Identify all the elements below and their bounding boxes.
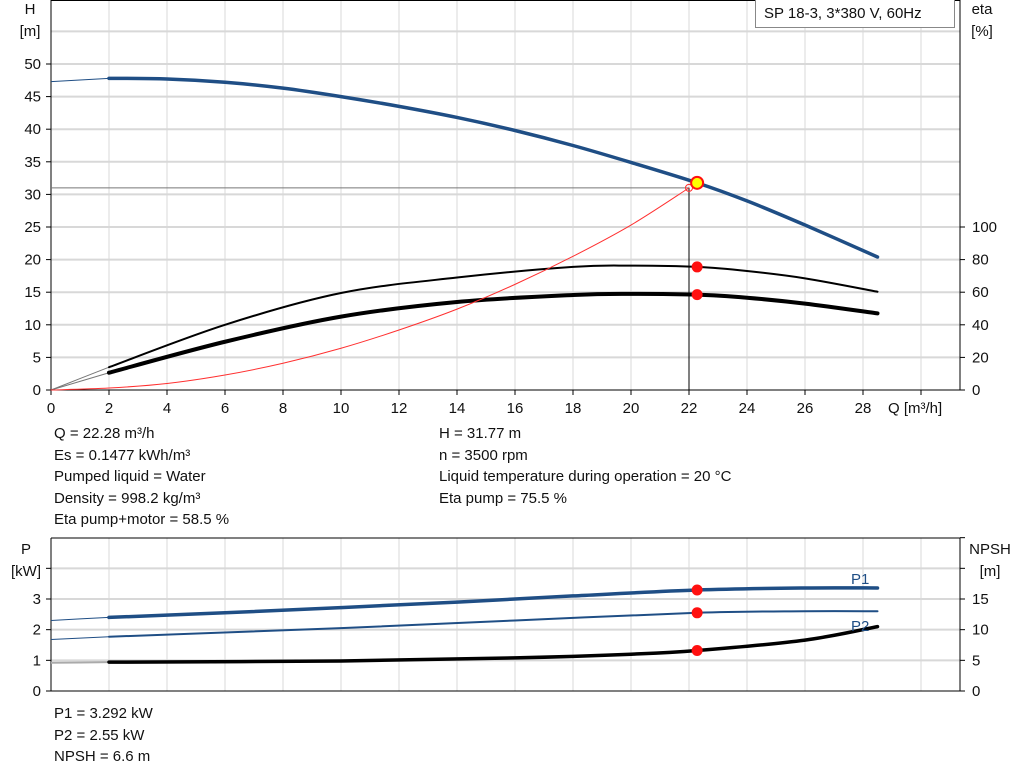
y-tick-label-left: 40 bbox=[24, 121, 41, 138]
y-tick-label-left: 3 bbox=[33, 591, 41, 608]
y-axis-label-left-unit: [kW] bbox=[11, 563, 41, 580]
series-extension-P2 bbox=[50, 636, 110, 640]
y-axis-label-right: eta bbox=[972, 1, 994, 18]
x-tick-label: 24 bbox=[739, 400, 756, 417]
y-tick-label-right: 5 bbox=[972, 652, 980, 669]
series-label-P1: P1 bbox=[851, 571, 869, 588]
y-tick-label-left: 20 bbox=[24, 252, 41, 269]
y-tick-label-left: 50 bbox=[24, 56, 41, 73]
info-p1: P1 = 3.292 kW bbox=[54, 705, 153, 722]
y-tick-label-right: 20 bbox=[972, 349, 989, 366]
info-top-left: Q = 22.28 m³/h Es = 0.1477 kWh/m³ Pumped… bbox=[54, 423, 229, 531]
series-extension-H bbox=[50, 77, 110, 83]
y-tick-label-right: 60 bbox=[972, 284, 989, 301]
x-tick-label: 10 bbox=[333, 400, 350, 417]
y-tick-label-left: 1 bbox=[33, 652, 41, 669]
marker-p2 bbox=[691, 607, 703, 619]
y-tick-label-left: 10 bbox=[24, 317, 41, 334]
info-flow: Q = 22.28 m³/h bbox=[54, 425, 155, 442]
x-tick-label: 18 bbox=[565, 400, 582, 417]
marker-eta-pump-motor bbox=[691, 289, 703, 301]
info-energy: Es = 0.1477 kWh/m³ bbox=[54, 446, 191, 464]
marker-npsh bbox=[691, 645, 703, 657]
x-tick-label: 0 bbox=[47, 400, 55, 417]
series-extension-eta_pump_motor bbox=[50, 372, 110, 391]
x-tick-label: 22 bbox=[681, 400, 698, 417]
y-axis-label-right-unit: [%] bbox=[971, 23, 993, 40]
y-tick-label-right: 0 bbox=[972, 683, 980, 700]
info-eta-pump: Eta pump = 75.5 % bbox=[439, 489, 567, 507]
series-line-H bbox=[107, 76, 880, 259]
y-tick-label-right: 40 bbox=[972, 317, 989, 334]
x-tick-label: 2 bbox=[105, 400, 113, 417]
x-tick-label: 16 bbox=[507, 400, 524, 417]
y-tick-label-right: 10 bbox=[972, 622, 989, 639]
x-tick-label: 28 bbox=[855, 400, 872, 417]
y-tick-label-left: 35 bbox=[24, 154, 41, 171]
x-tick-label: 14 bbox=[449, 400, 466, 417]
y-tick-label-left: 5 bbox=[33, 349, 41, 366]
series-line-system_curve bbox=[50, 187, 690, 391]
x-tick-label: 12 bbox=[391, 400, 408, 417]
series-extension-eta_pump bbox=[50, 366, 110, 391]
y-axis-label-left: P bbox=[21, 541, 31, 558]
y-tick-label-left: 15 bbox=[24, 284, 41, 301]
y-tick-label-left: 0 bbox=[33, 382, 41, 399]
series-label-P2: P2 bbox=[851, 618, 869, 635]
series-line-P1 bbox=[107, 586, 880, 620]
y-axis-label-right-unit: [m] bbox=[980, 563, 1001, 580]
marker-eta-pump bbox=[691, 261, 703, 273]
y-tick-label-left: 25 bbox=[24, 219, 41, 236]
y-tick-label-right: 100 bbox=[972, 219, 997, 236]
x-tick-label: 4 bbox=[163, 400, 171, 417]
x-axis-label: Q [m³/h] bbox=[888, 400, 942, 417]
info-speed: n = 3500 rpm bbox=[439, 446, 528, 464]
series-extension-NPSH bbox=[50, 661, 110, 664]
y-axis-label-left-unit: [m] bbox=[20, 23, 41, 40]
series-extension-P1 bbox=[50, 616, 110, 621]
operating-point-marker bbox=[690, 175, 705, 190]
series-line-eta_pump_motor bbox=[107, 291, 880, 375]
x-tick-label: 20 bbox=[623, 400, 640, 417]
info-temperature: Liquid temperature during operation = 20… bbox=[439, 468, 732, 485]
info-liquid: Pumped liquid = Water bbox=[54, 468, 206, 485]
y-tick-label-right: 0 bbox=[972, 382, 980, 399]
x-tick-label: 6 bbox=[221, 400, 229, 417]
info-head: H = 31.77 m bbox=[439, 425, 522, 442]
series-line-P2 bbox=[108, 610, 879, 638]
series-line-NPSH bbox=[107, 624, 880, 664]
y-tick-label-right: 15 bbox=[972, 591, 989, 608]
y-tick-label-left: 0 bbox=[33, 683, 41, 700]
legend-box: SP 18-3, 3*380 V, 60Hz bbox=[755, 0, 955, 28]
marker-p1 bbox=[691, 584, 703, 596]
info-eta-pump-motor: Eta pump+motor = 58.5 % bbox=[54, 511, 230, 528]
info-density: Density = 998.2 kg/m³ bbox=[54, 489, 201, 507]
y-axis-label-right: NPSH bbox=[969, 541, 1011, 558]
info-npsh: NPSH = 6.6 m bbox=[54, 748, 151, 765]
y-tick-label-left: 30 bbox=[24, 186, 41, 203]
y-axis-label-left: H bbox=[25, 1, 36, 18]
x-tick-label: 26 bbox=[797, 400, 814, 417]
info-p2: P2 = 2.55 kW bbox=[54, 726, 145, 744]
x-tick-label: 8 bbox=[279, 400, 287, 417]
y-tick-label-left: 45 bbox=[24, 89, 41, 106]
y-tick-label-right: 80 bbox=[972, 252, 989, 269]
info-top-right: H = 31.77 m n = 3500 rpm Liquid temperat… bbox=[439, 423, 731, 509]
info-bottom: P1 = 3.292 kW P2 = 2.55 kW NPSH = 6.6 m bbox=[54, 703, 153, 768]
y-tick-label-left: 2 bbox=[33, 622, 41, 639]
series-line-eta_pump bbox=[108, 264, 879, 369]
